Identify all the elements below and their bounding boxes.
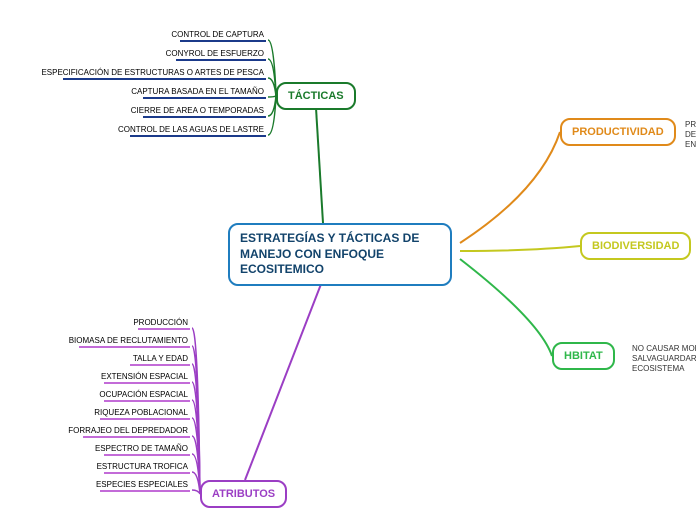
note-hbitat: ECOSISTEMA	[632, 364, 684, 373]
leaf-tacticas: CONYROL DE ESFUERZO	[166, 49, 264, 58]
leaf-atributos: ESPECTRO DE TAMAÑO	[95, 444, 188, 453]
leaf-atributos: RIQUEZA POBLACIONAL	[94, 408, 188, 417]
leaf-atributos: FORRAJEO DEL DEPREDADOR	[68, 426, 188, 435]
node-biodiversidad: BIODIVERSIDAD	[580, 232, 691, 260]
note-productividad: EN	[685, 140, 696, 149]
node-atributos: ATRIBUTOS	[200, 480, 287, 508]
leaf-tacticas: CAPTURA BASADA EN EL TAMAÑO	[131, 87, 264, 96]
note-hbitat: SALVAGUARDAR LA	[632, 354, 696, 363]
note-hbitat: NO CAUSAR MODIF	[632, 344, 696, 353]
leaf-atributos: OCUPACIÓN ESPACIAL	[99, 390, 188, 399]
note-productividad: PRO	[685, 120, 696, 129]
center-node: ESTRATEGÍAS Y TÁCTICAS DE MANEJO CON ENF…	[228, 223, 452, 286]
leaf-tacticas: CONTROL DE CAPTURA	[171, 30, 264, 39]
node-productividad: PRODUCTIVIDAD	[560, 118, 676, 146]
node-hbitat: HBITAT	[552, 342, 615, 370]
leaf-atributos: ESPECIES ESPECIALES	[96, 480, 188, 489]
note-productividad: DES	[685, 130, 696, 139]
leaf-atributos: BIOMASA DE RECLUTAMIENTO	[69, 336, 188, 345]
leaf-tacticas: CIERRE DE AREA O TEMPORADAS	[131, 106, 264, 115]
leaf-atributos: PRODUCCIÓN	[133, 318, 188, 327]
leaf-tacticas: CONTROL DE LAS AGUAS DE LASTRE	[118, 125, 264, 134]
leaf-atributos: TALLA Y EDAD	[133, 354, 188, 363]
leaf-atributos: EXTENSIÓN ESPACIAL	[101, 372, 188, 381]
leaf-tacticas: ESPECIFICACIÓN DE ESTRUCTURAS O ARTES DE…	[41, 68, 264, 77]
leaf-atributos: ESTRUCTURA TROFICA	[97, 462, 188, 471]
node-tacticas: TÁCTICAS	[276, 82, 356, 110]
